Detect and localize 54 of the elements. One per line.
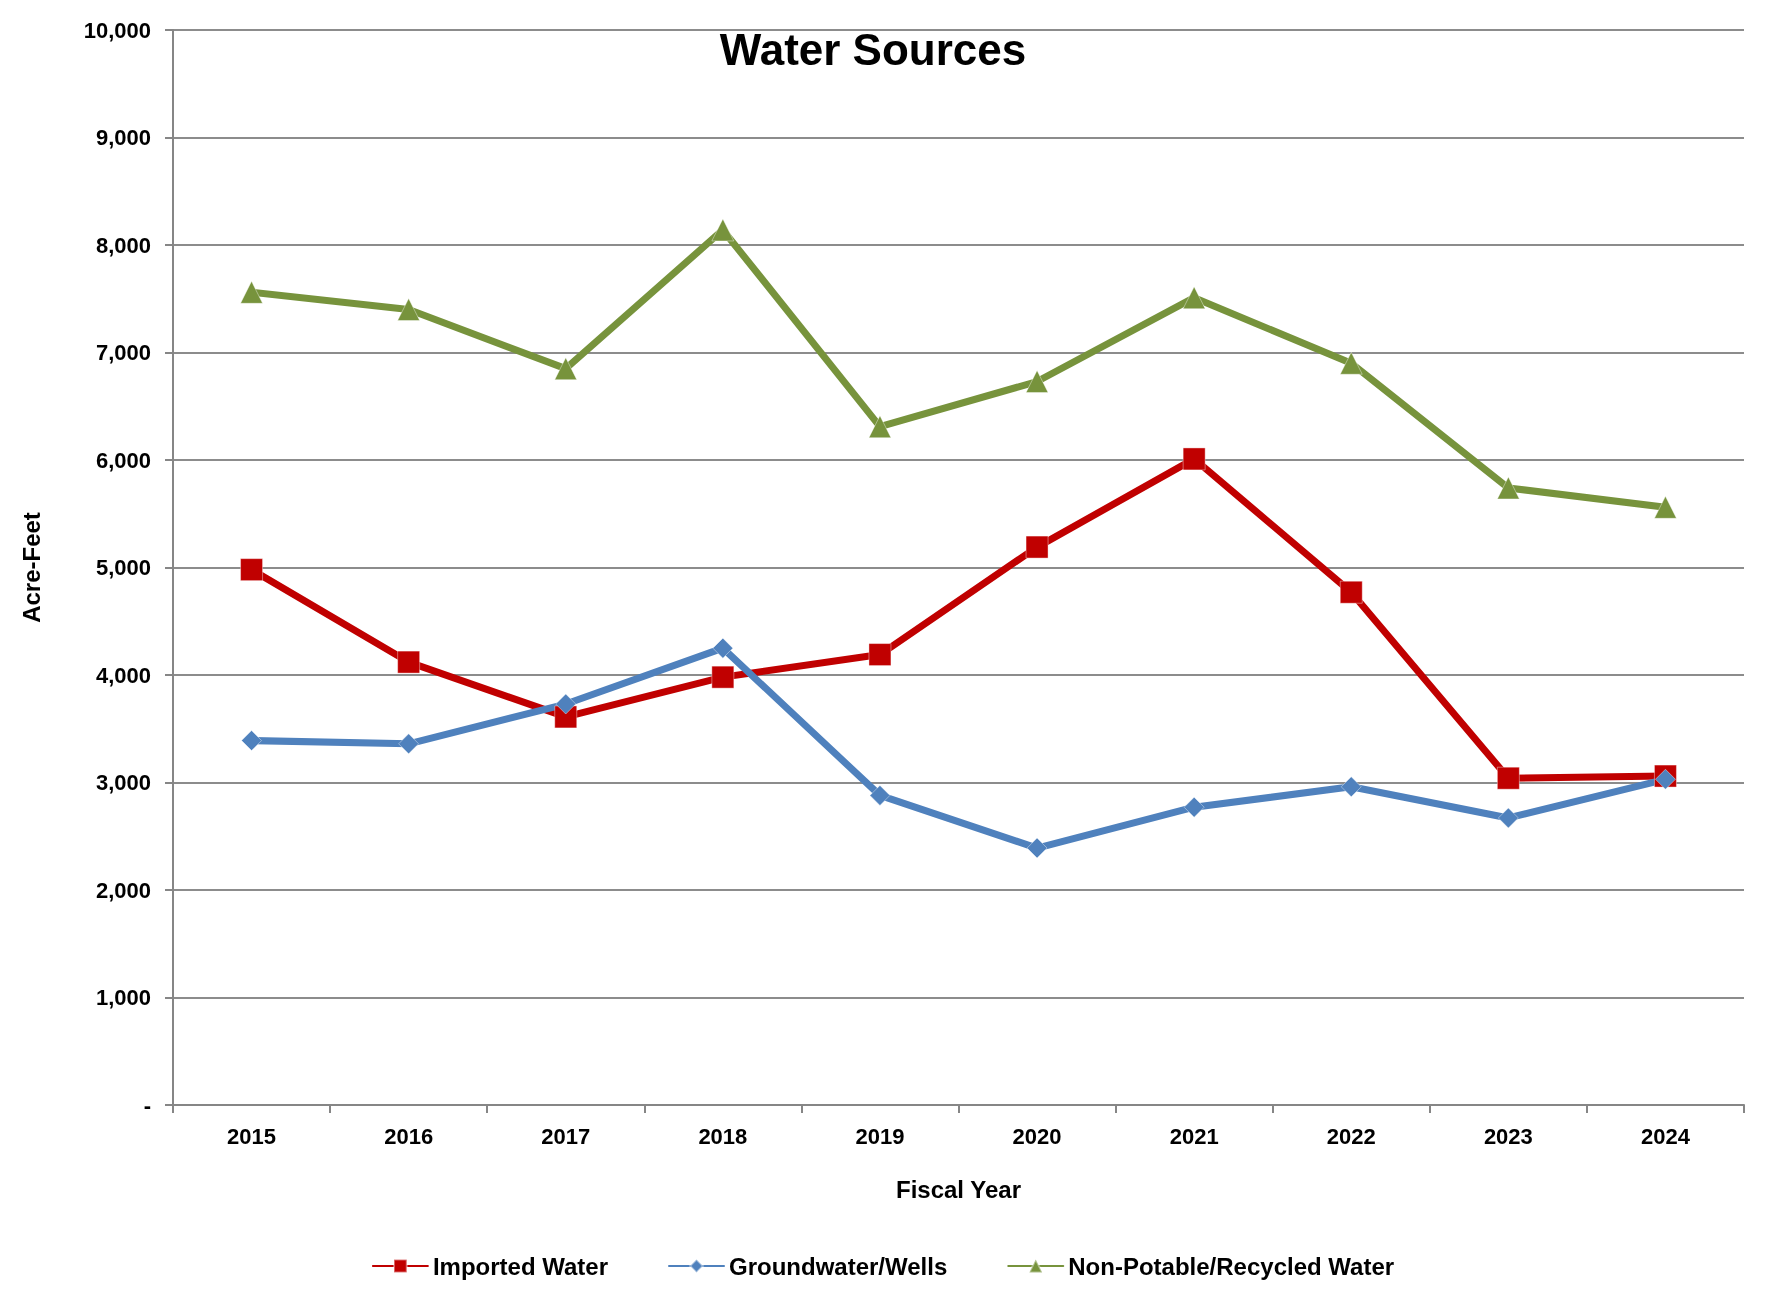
point [1026,837,1048,859]
point [555,693,577,715]
y-tick-label: 6,000 [95,447,151,473]
x-tick-label: 2018 [698,1123,748,1149]
y-tick-label: 5,000 [95,555,151,580]
legend-label: Non-Potable/Recycled Water [1068,1252,1395,1280]
legend-label: Imported Water [432,1252,609,1280]
point [1025,370,1049,394]
y-tick-label: 7,000 [95,340,151,365]
y-tick-label: 8,000 [95,232,151,258]
point [712,637,734,659]
point [1497,807,1519,829]
point [397,650,421,674]
y-tick-label: - [143,1092,151,1118]
point [1339,580,1363,604]
x-tick-label: 2019 [855,1123,905,1149]
x-tick-label: 2016 [384,1123,434,1149]
point [554,357,578,381]
point [240,280,264,304]
point [1496,766,1520,790]
point [711,665,735,689]
chart-title: Water Sources [719,24,1027,74]
y-tick-label: 10,000 [83,17,151,43]
point [1183,796,1205,818]
x-tick-label: 2022 [1326,1123,1376,1149]
point [868,643,892,667]
point [241,730,263,752]
x-tick-label: 2021 [1169,1123,1219,1149]
point [1340,776,1362,798]
y-tick-label: 4,000 [95,662,151,688]
point [1339,351,1363,375]
y-axis-title: Acre-Feet [17,512,45,623]
y-tick-label: 1,000 [95,985,151,1010]
x-tick-label: 2020 [1012,1123,1062,1149]
point [1182,447,1206,471]
y-tick-label: 3,000 [95,770,151,795]
point [1182,286,1206,310]
y-tick-label: 2,000 [95,877,151,903]
point [869,784,891,806]
legend-label: Groundwater/Wells [729,1252,948,1280]
point [1496,476,1520,500]
point [397,298,421,321]
point [240,558,264,582]
point [1653,495,1677,519]
x-tick-label: 2015 [227,1123,277,1149]
point [711,218,735,242]
y-tick-label: 9,000 [95,125,151,150]
point [398,733,420,755]
point [868,415,892,439]
x-tick-label: 2017 [541,1123,591,1149]
x-axis-title: Fiscal Year [896,1175,1021,1203]
x-tick-label: 2024 [1640,1123,1691,1149]
point [1025,535,1049,559]
x-tick-label: 2023 [1483,1123,1533,1149]
